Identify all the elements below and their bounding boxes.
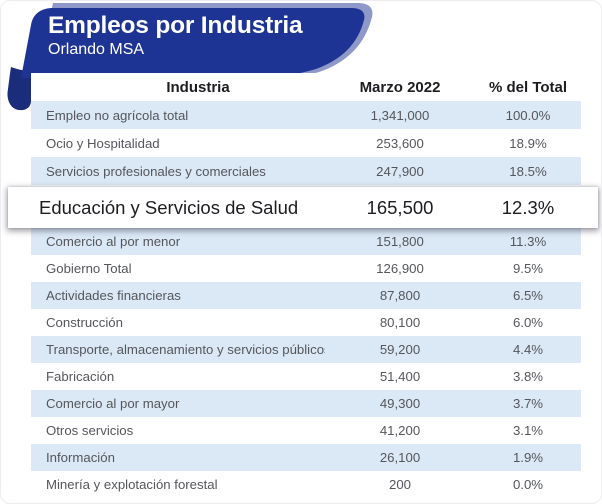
table-cell-pct: 18.9% xyxy=(509,135,547,151)
banner-text-block: Empleos por Industria Orlando MSA xyxy=(48,12,303,59)
table-cell-label: Transporte, almacenamiento y servicios p… xyxy=(46,342,325,357)
table-cell-value: 126,900 xyxy=(376,261,424,276)
table-cell-value: 151,800 xyxy=(376,234,424,249)
column-header-march-2022: Marzo 2022 xyxy=(359,78,441,96)
highlighted-row-education-health: Educación y Servicios de Salud 165,500 1… xyxy=(8,187,598,228)
table-cell-label: Comercio al por menor xyxy=(46,234,181,249)
table-cell-label: Comercio al por mayor xyxy=(46,396,180,411)
table-cell-value: 80,100 xyxy=(379,315,421,330)
table-cell-pct: 3.1% xyxy=(512,423,544,438)
table-cell-value: 247,900 xyxy=(376,163,424,179)
highlight-pct: 12.3% xyxy=(501,196,555,218)
table-row: Comercio al por mayor 49,300 3.7% xyxy=(31,390,581,417)
table-row: Gobierno Total 126,900 9.5% xyxy=(31,255,581,282)
table-row: Minería y explotación forestal 200 0.0% xyxy=(31,471,581,498)
table-row: Información 26,100 1.9% xyxy=(31,444,581,471)
highlight-value: 165,500 xyxy=(366,196,434,218)
table-row: Fabricación 51,400 3.8% xyxy=(31,363,581,390)
highlight-label: Educación y Servicios de Salud xyxy=(39,196,299,218)
page-title: Empleos por Industria xyxy=(48,12,303,39)
industry-table: Industria Marzo 2022 % del Total Empleo … xyxy=(31,73,581,503)
table-cell-value: 26,100 xyxy=(379,450,421,465)
table-header-row: Industria Marzo 2022 % del Total xyxy=(31,73,581,101)
table-cell-pct: 1.9% xyxy=(512,450,544,465)
table-cell-pct: 0.0% xyxy=(512,477,544,492)
table-cell-value: 87,800 xyxy=(379,288,421,303)
table-cell-pct: 6.0% xyxy=(512,315,544,330)
table-cell-label: Servicios profesionales y comerciales xyxy=(46,163,266,179)
table-cell-value: 253,600 xyxy=(376,135,424,151)
table-cell-label: Otros servicios xyxy=(46,423,134,438)
table-cell-pct: 4.4% xyxy=(512,342,544,357)
table-row: Actividades financieras 87,800 6.5% xyxy=(31,282,581,309)
table-row: Construcción 80,100 6.0% xyxy=(31,309,581,336)
table-row: Ocio y Hospitalidad 253,600 18.9% xyxy=(31,129,581,157)
table-cell-label: Minería y explotación forestal xyxy=(46,477,218,492)
ribbon-main xyxy=(21,8,365,78)
table-cell-label: Ocio y Hospitalidad xyxy=(46,135,160,151)
table-row: Empleo no agrícola total 1,341,000 100.0% xyxy=(31,101,581,129)
table-cell-label: Construcción xyxy=(46,315,123,330)
table-row: Servicios profesionales y comerciales 247… xyxy=(31,157,581,185)
table-cell-value: 59,200 xyxy=(379,342,421,357)
column-header-pct-total: % del Total xyxy=(488,78,568,96)
table-row: Comercio al por menor 151,800 11.3% xyxy=(31,228,581,255)
table-row: Transporte, almacenamiento y servicios p… xyxy=(31,336,581,363)
table-rows-above-highlight: Empleo no agrícola total 1,341,000 100.0% O… xyxy=(31,101,581,185)
table-cell-label: Gobierno Total xyxy=(46,261,132,276)
table-cell-pct: 3.7% xyxy=(512,396,544,411)
table-cell-label: Fabricación xyxy=(46,369,115,384)
table-cell-pct: 3.8% xyxy=(512,369,544,384)
table-cell-label: Actividades financieras xyxy=(46,288,181,303)
table-cell-value: 1,341,000 xyxy=(370,107,430,123)
table-cell-value: 200 xyxy=(388,477,411,492)
table-cell-value: 51,400 xyxy=(379,369,421,384)
table-cell-label: Empleo no agrícola total xyxy=(46,107,189,123)
table-row: Otros servicios 41,200 3.1% xyxy=(31,417,581,444)
table-cell-pct: 9.5% xyxy=(512,261,544,276)
ribbon-banner xyxy=(7,3,373,111)
table-cell-pct: 11.3% xyxy=(509,234,547,249)
table-rows-below-highlight: Comercio al por menor 151,800 11.3% Gobiern… xyxy=(31,228,581,498)
table-cell-pct: 6.5% xyxy=(512,288,544,303)
page-subtitle: Orlando MSA xyxy=(48,41,145,58)
table-cell-pct: 18.5% xyxy=(509,163,547,179)
table-cell-pct: 100.0% xyxy=(505,107,551,123)
column-header-industry: Industria xyxy=(166,78,230,96)
table-cell-value: 41,200 xyxy=(379,423,421,438)
table-cell-value: 49,300 xyxy=(379,396,421,411)
table-cell-label: Información xyxy=(46,450,115,465)
